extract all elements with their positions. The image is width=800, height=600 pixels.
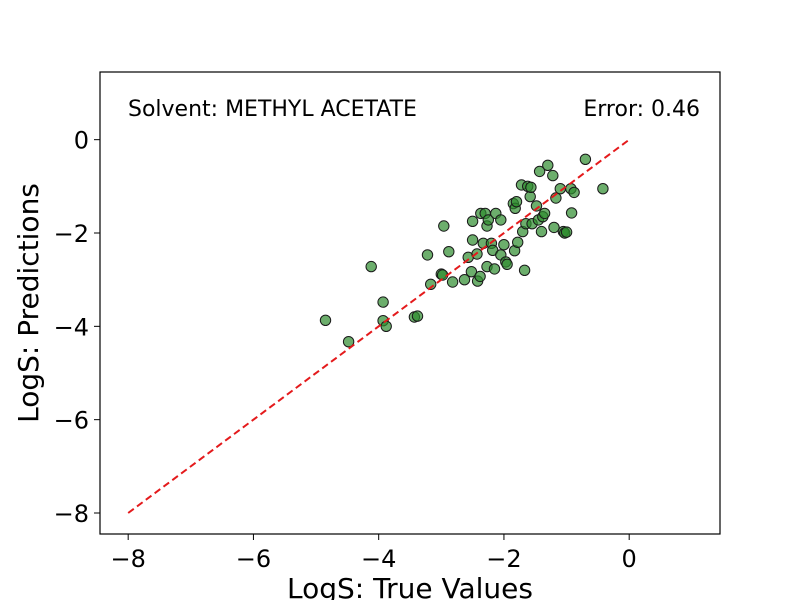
- x-tick-label: −8: [110, 545, 145, 573]
- x-tick-label: −4: [361, 545, 396, 573]
- data-point: [342, 336, 355, 348]
- data-point: [495, 214, 507, 226]
- data-point: [518, 264, 531, 276]
- data-point: [568, 186, 580, 199]
- data-point: [365, 260, 377, 273]
- data-point: [482, 214, 494, 226]
- plot-frame: [99, 71, 721, 535]
- data-point: [512, 236, 524, 249]
- data-point: [597, 183, 609, 195]
- data-point: [524, 190, 536, 203]
- data-point: [548, 221, 560, 234]
- data-point: [425, 278, 437, 290]
- data-point: [488, 263, 501, 275]
- data-point: [530, 200, 543, 212]
- y-tick-label: −6: [54, 407, 89, 435]
- x-axis-title: LogS: True Values: [287, 572, 533, 600]
- data-point: [474, 270, 486, 283]
- x-tick-label: −2: [486, 545, 521, 573]
- data-point: [443, 246, 455, 258]
- data-point: [535, 225, 548, 238]
- data-point: [377, 296, 389, 308]
- data-point: [380, 320, 392, 332]
- data-point: [547, 169, 559, 182]
- y-axis-title: LogS: Predictions: [12, 183, 45, 423]
- data-point: [533, 165, 546, 178]
- data-point: [538, 207, 551, 220]
- data-point: [560, 226, 573, 238]
- data-point: [411, 310, 424, 322]
- data-point: [421, 249, 434, 261]
- y-tick-label: 0: [74, 127, 89, 155]
- data-point: [525, 181, 537, 194]
- data-point: [542, 159, 554, 172]
- data-point: [458, 274, 471, 286]
- data-point: [501, 258, 513, 270]
- x-tick-label: −6: [236, 545, 271, 573]
- data-point: [446, 276, 459, 288]
- data-point: [438, 220, 450, 232]
- x-tick-label: 0: [622, 545, 637, 573]
- solvent-annotation: Solvent: METHYL ACETATE: [128, 97, 417, 122]
- data-point: [565, 207, 578, 219]
- y-tick-label: −2: [54, 220, 89, 248]
- data-point: [466, 215, 479, 228]
- y-tick-label: −4: [54, 313, 89, 341]
- error-annotation: Error: 0.46: [583, 97, 700, 122]
- identity-reference-line: [127, 138, 630, 514]
- data-point: [579, 153, 592, 166]
- plot-content: [127, 138, 630, 514]
- axis-ticks: −8 −6 −4 −2 0 −8 −6 −4 −2 0: [54, 127, 637, 573]
- data-point: [510, 196, 523, 208]
- data-point: [319, 314, 332, 326]
- y-tick-label: −8: [54, 500, 89, 528]
- data-point: [465, 266, 478, 278]
- data-point: [466, 234, 479, 246]
- data-point: [498, 239, 510, 251]
